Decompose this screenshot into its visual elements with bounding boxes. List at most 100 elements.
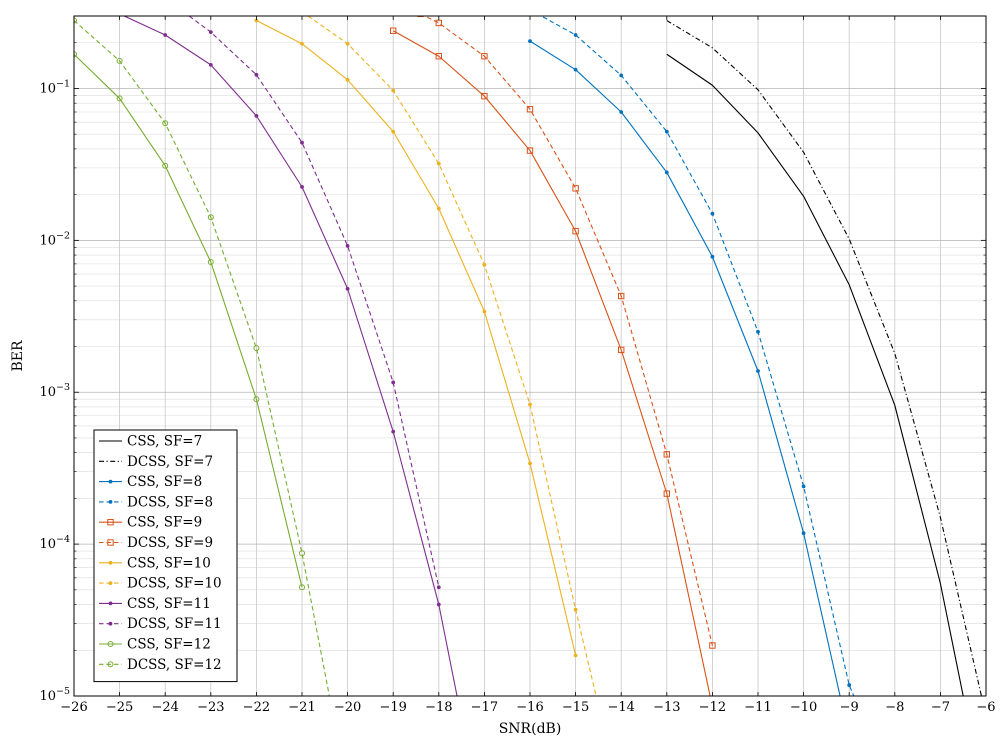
legend-swatch-marker [109, 622, 113, 626]
data-point [802, 484, 806, 488]
data-point [163, 33, 167, 37]
series-line [256, 21, 575, 656]
legend-label: DCSS, SF=8 [127, 494, 213, 510]
x-tick-label: −20 [334, 700, 361, 715]
data-point [346, 78, 350, 82]
data-point [346, 244, 350, 248]
series-line [530, 10, 854, 696]
series-0 [667, 54, 963, 696]
legend: CSS, SF=7 DCSS, SF=7 CSS, SF=8 DCSS, SF=8 CS… [94, 430, 237, 682]
y-tick-label: 10−3 [39, 382, 70, 400]
x-tick-label: −15 [562, 700, 589, 715]
data-point [391, 430, 395, 434]
x-tick-label: −14 [607, 700, 634, 715]
data-point [437, 603, 441, 607]
data-point [574, 654, 578, 658]
x-tick-label: −22 [243, 700, 270, 715]
x-tick-labels: −26 −25 −24 −23 −22 −21 −20 −19 −18 −17 −16 −15 −14 −… [60, 700, 995, 715]
data-point [391, 89, 395, 93]
data-point [528, 39, 532, 43]
legend-label: DCSS, SF=11 [127, 616, 222, 632]
x-tick-label: −8 [885, 700, 904, 715]
data-point [346, 42, 350, 46]
series-line [421, 14, 713, 646]
x-tick-label: −21 [288, 700, 315, 715]
x-tick-label: −7 [931, 700, 950, 715]
x-tick-label: −9 [840, 700, 859, 715]
data-point [182, 10, 186, 14]
data-point [528, 8, 532, 12]
x-tick-label: −25 [106, 700, 133, 715]
legend-swatch-marker [109, 480, 113, 484]
series-line [393, 31, 710, 696]
data-point [437, 207, 441, 211]
legend-label: CSS, SF=7 [127, 434, 202, 450]
data-point [346, 287, 350, 291]
legend-label: CSS, SF=10 [127, 555, 211, 571]
data-point [711, 255, 715, 259]
data-point [300, 141, 304, 145]
x-tick-label: −11 [744, 700, 771, 715]
data-point [209, 30, 213, 34]
data-point [711, 212, 715, 216]
legend-label: DCSS, SF=12 [127, 657, 222, 673]
series-line [667, 54, 963, 696]
x-tick-label: −23 [197, 700, 224, 715]
data-point [756, 330, 760, 334]
data-point [619, 110, 623, 114]
x-tick-label: −6 [976, 700, 995, 715]
data-point [391, 381, 395, 385]
data-point [437, 585, 441, 589]
data-point [802, 531, 806, 535]
x-axis-title: SNR(dB) [499, 721, 562, 737]
legend-label: CSS, SF=11 [127, 596, 211, 612]
data-point [665, 130, 669, 134]
data-point [300, 185, 304, 189]
series-6 [255, 19, 578, 658]
data-point [255, 114, 259, 118]
data-point [847, 683, 851, 687]
data-point [483, 310, 487, 314]
y-tick-label: 10−1 [39, 78, 70, 96]
data-point [300, 10, 304, 14]
x-tick-label: −19 [379, 700, 406, 715]
series-2 [528, 39, 840, 696]
y-tick-label: 10−4 [39, 534, 70, 552]
data-point [209, 63, 213, 67]
legend-label: DCSS, SF=10 [127, 576, 222, 592]
data-point [619, 73, 623, 77]
data-point [300, 42, 304, 46]
legend-swatch-marker [109, 500, 113, 504]
data-point [574, 608, 578, 612]
data-point [255, 73, 259, 77]
x-tick-label: −10 [790, 700, 817, 715]
y-axis-title: BER [10, 340, 26, 372]
x-tick-label: −26 [60, 700, 87, 715]
x-tick-label: −16 [516, 700, 543, 715]
x-tick-label: −13 [653, 700, 680, 715]
data-point [118, 12, 122, 16]
series-line [302, 12, 596, 696]
legend-label: DCSS, SF=9 [127, 535, 213, 551]
data-point [756, 369, 760, 373]
x-tick-label: −24 [151, 700, 178, 715]
legend-label: CSS, SF=12 [127, 637, 211, 653]
data-point [528, 461, 532, 465]
x-tick-label: −17 [471, 700, 498, 715]
data-point [665, 171, 669, 175]
legend-label: CSS, SF=9 [127, 515, 202, 531]
data-point [528, 403, 532, 407]
data-point [574, 68, 578, 72]
y-tick-labels: 10−110−210−310−410−5 [39, 78, 70, 704]
data-point [483, 263, 487, 267]
legend-label: CSS, SF=8 [127, 474, 202, 490]
y-tick-label: 10−2 [39, 230, 70, 248]
legend-swatch-marker [109, 581, 113, 585]
data-point [437, 162, 441, 166]
legend-swatch-marker [109, 602, 113, 606]
data-point [574, 33, 578, 37]
x-tick-label: −18 [425, 700, 452, 715]
series-3 [528, 8, 854, 696]
legend-swatch-marker [109, 561, 113, 565]
x-tick-label: −12 [699, 700, 726, 715]
